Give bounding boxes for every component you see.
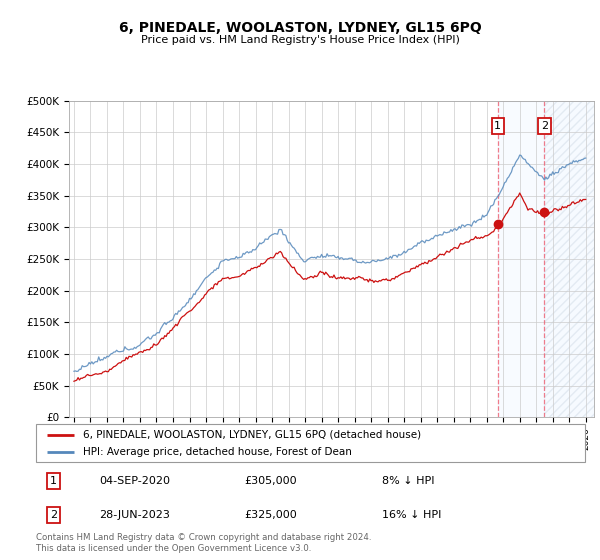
Text: 6, PINEDALE, WOOLASTON, LYDNEY, GL15 6PQ (detached house): 6, PINEDALE, WOOLASTON, LYDNEY, GL15 6PQ… [83, 430, 421, 440]
Bar [498, 101, 544, 417]
Text: 16% ↓ HPI: 16% ↓ HPI [382, 510, 441, 520]
Text: 2: 2 [541, 121, 548, 131]
Text: Contains HM Land Registry data © Crown copyright and database right 2024.
This d: Contains HM Land Registry data © Crown c… [36, 533, 371, 553]
Text: 1: 1 [50, 476, 57, 486]
Text: 8% ↓ HPI: 8% ↓ HPI [382, 476, 434, 486]
Text: £325,000: £325,000 [245, 510, 298, 520]
FancyBboxPatch shape [36, 424, 585, 462]
Text: 1: 1 [494, 121, 502, 131]
Text: 6, PINEDALE, WOOLASTON, LYDNEY, GL15 6PQ: 6, PINEDALE, WOOLASTON, LYDNEY, GL15 6PQ [119, 21, 481, 35]
Text: Price paid vs. HM Land Registry's House Price Index (HPI): Price paid vs. HM Land Registry's House … [140, 35, 460, 45]
Text: 28-JUN-2023: 28-JUN-2023 [99, 510, 170, 520]
Text: 2: 2 [50, 510, 57, 520]
Text: 04-SEP-2020: 04-SEP-2020 [99, 476, 170, 486]
Text: £305,000: £305,000 [245, 476, 297, 486]
Text: HPI: Average price, detached house, Forest of Dean: HPI: Average price, detached house, Fore… [83, 447, 352, 458]
Bar [544, 101, 600, 417]
Bar [544, 101, 600, 417]
